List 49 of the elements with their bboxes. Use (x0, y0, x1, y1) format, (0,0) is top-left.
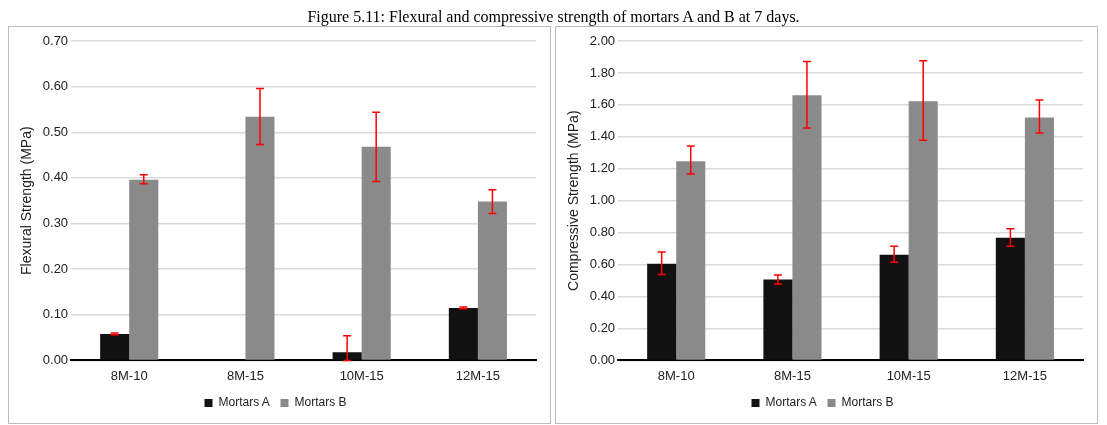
bar (792, 95, 822, 360)
y-tick-label: 1.60 (589, 96, 616, 112)
bar (332, 352, 362, 360)
y-tick-label: 0.20 (589, 320, 616, 336)
x-tick-label: 8M-15 (774, 367, 811, 383)
bar (676, 161, 706, 360)
x-tick-label: 10M-15 (339, 367, 384, 383)
y-tick-label: 0.10 (42, 306, 69, 322)
y-tick-label: 0.40 (42, 169, 69, 185)
x-tick-label: 12M-15 (455, 367, 500, 383)
bar (763, 279, 793, 360)
legend-label: Mortars A (765, 395, 817, 410)
x-tick-label: 8M-10 (110, 367, 148, 383)
bar (448, 307, 478, 360)
y-tick-label: 0.60 (42, 78, 69, 94)
bar (908, 101, 938, 360)
y-tick-label: 0.30 (42, 215, 69, 231)
y-tick-label: 0.40 (589, 288, 616, 304)
bar (100, 333, 130, 360)
chart-title: Figure 5.11: Flexural and compressive strength of mortars A and B at 7 days. (306, 8, 801, 26)
bar (245, 116, 275, 360)
y-tick-label: 0.20 (42, 260, 69, 276)
y-tick-label: 0.60 (589, 256, 616, 272)
y-tick-label: 1.40 (589, 128, 616, 144)
bar (1024, 117, 1054, 360)
bar (879, 254, 909, 360)
legend-label: Mortars B (294, 395, 347, 410)
y-axis-title: Compressive Strength (MPa) (565, 110, 582, 291)
y-axis-title: Flexural Strength (MPa) (18, 126, 35, 275)
y-tick-label: 1.20 (589, 160, 616, 176)
y-tick-label: 1.00 (589, 192, 616, 208)
legend-label: Mortars B (841, 395, 894, 410)
x-tick-label: 8M-15 (227, 367, 264, 383)
x-tick-label: 8M-10 (657, 367, 695, 383)
y-tick-label: 0.70 (42, 32, 69, 48)
bar (647, 263, 677, 360)
x-tick-label: 10M-15 (886, 367, 931, 383)
y-tick-label: 0.50 (42, 123, 69, 139)
y-tick-label: 0.00 (589, 351, 616, 367)
y-tick-label: 2.00 (589, 32, 616, 48)
y-tick-label: 0.00 (42, 351, 69, 367)
y-tick-label: 0.80 (589, 224, 616, 240)
bar (995, 237, 1025, 360)
legend-label: Mortars A (218, 395, 270, 410)
x-tick-label: 12M-15 (1002, 367, 1047, 383)
bar (477, 201, 507, 360)
bar (129, 179, 159, 360)
y-tick-label: 1.80 (589, 64, 616, 80)
bar (361, 146, 391, 360)
